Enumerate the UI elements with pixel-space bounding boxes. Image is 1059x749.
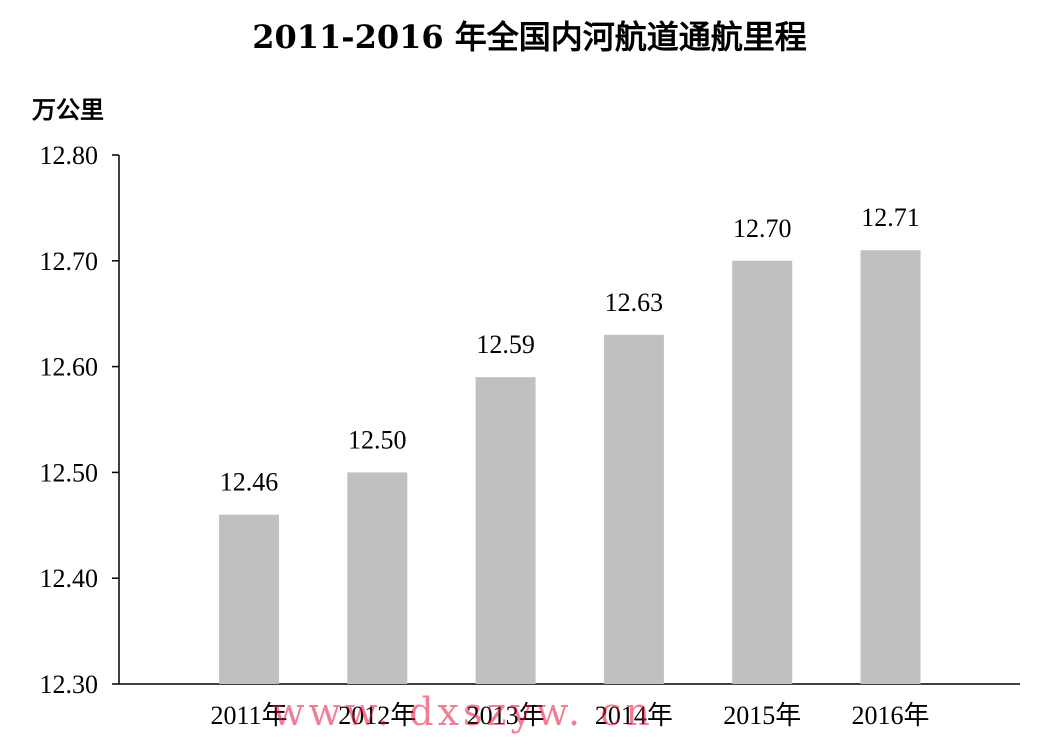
y-tick-label: 12.50 [40,458,99,487]
bar [347,472,408,684]
y-tick-label: 12.60 [40,353,99,382]
bar-value-label: 12.50 [348,425,407,454]
watermark: www. dxszyw. cn [272,690,654,734]
bar [603,334,664,684]
x-tick-label: 2016年 [851,701,929,730]
x-tick-labels: 2011年 2012年 2013年 2014年 2015年 2016年 [210,701,929,730]
bar-value-label: 12.63 [605,288,664,317]
bar-value-label: 12.46 [220,468,279,497]
x-tick-label: 2014年 [595,701,673,730]
y-tick-label: 12.80 [40,141,99,170]
y-tick-label: 12.30 [40,670,99,699]
bar-value-label: 12.71 [861,203,920,232]
x-tick-label: 2012年 [338,701,416,730]
bar [219,514,279,684]
y-tick-labels: 12.30 12.40 12.50 12.60 12.70 12.80 [40,141,99,699]
y-axis-label: 万公里 [32,95,104,124]
bar [475,377,536,684]
x-tick-label: 2013年 [467,701,545,730]
value-labels: 12.46 12.50 12.59 12.63 12.70 12.71 [220,203,920,497]
bar [860,250,921,684]
chart-title: 2011-2016 年全国内河航道通航里程 [252,18,807,56]
bar [732,260,793,684]
bar-value-label: 12.59 [476,330,535,359]
y-tick-label: 12.70 [40,247,99,276]
y-tick-label: 12.40 [40,564,99,593]
bars [219,250,921,684]
x-tick-label: 2011年 [210,701,287,730]
x-tick-label: 2015年 [723,701,801,730]
bar-value-label: 12.70 [733,214,792,243]
